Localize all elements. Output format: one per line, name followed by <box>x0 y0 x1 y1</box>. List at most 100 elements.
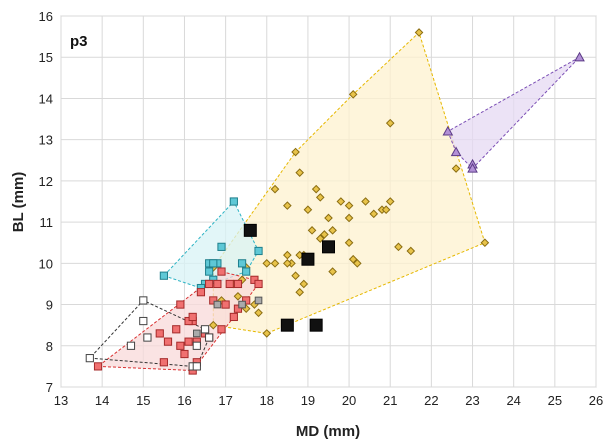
x-tick-label: 26 <box>589 393 603 408</box>
diamond-point <box>344 238 354 248</box>
square-point <box>209 275 218 284</box>
square-point <box>176 300 185 309</box>
square-point <box>233 279 243 289</box>
square-point <box>233 304 243 313</box>
diamond-point <box>299 279 309 289</box>
diamond-point <box>385 197 395 206</box>
diamond-point <box>283 259 292 268</box>
diamond-point <box>315 193 325 202</box>
diamond-point <box>291 271 300 281</box>
hull-polygon <box>96 271 260 372</box>
grey-square-point <box>213 300 222 309</box>
square-point <box>213 279 222 289</box>
x-tick-label: 13 <box>54 393 68 408</box>
diamond-point <box>270 259 280 268</box>
y-tick-label: 8 <box>46 339 53 354</box>
triangle-point <box>442 125 454 136</box>
x-tick-label: 18 <box>260 393 274 408</box>
data-points <box>85 28 585 375</box>
square-point <box>209 296 218 305</box>
square-point <box>217 242 226 251</box>
square-point <box>205 279 214 289</box>
square-point <box>254 246 263 256</box>
diamond-point <box>283 250 292 260</box>
square-point <box>196 288 206 297</box>
square-point <box>225 279 234 289</box>
x-tick-label: 20 <box>342 393 356 408</box>
square-point <box>143 333 152 342</box>
diamond-point <box>353 259 362 268</box>
square-point <box>126 341 136 350</box>
y-tick-label: 12 <box>39 174 53 189</box>
diamond-point <box>295 168 304 177</box>
square-point <box>205 267 214 276</box>
diamond-point <box>480 238 490 248</box>
diamond-point <box>328 267 337 276</box>
grey-square-point <box>254 296 263 305</box>
large-square-point <box>301 252 315 266</box>
x-tick-label: 23 <box>465 393 479 408</box>
diamond-point <box>348 254 358 264</box>
square-point <box>217 325 226 334</box>
square-point <box>159 271 168 280</box>
square-point <box>139 296 148 305</box>
square-point <box>192 362 201 371</box>
large-square-point <box>322 240 335 254</box>
y-tick-label: 9 <box>46 298 53 313</box>
x-tick-label: 24 <box>506 393 520 408</box>
diamond-point <box>217 296 226 305</box>
square-point <box>155 329 164 338</box>
square-point <box>93 362 103 371</box>
diamond-point <box>336 197 346 206</box>
large-square-point <box>309 318 323 332</box>
diamond-point <box>344 213 354 223</box>
square-point <box>250 275 259 284</box>
y-tick-labels: 7 8 9 10 11 12 13 14 15 16 <box>39 9 53 395</box>
square-point <box>184 316 193 326</box>
diamond-point <box>291 147 300 157</box>
square-point <box>159 358 168 367</box>
diamond-point <box>270 184 280 194</box>
diamond-point <box>361 197 370 206</box>
square-point <box>217 267 226 276</box>
diamond-point <box>451 164 461 173</box>
x-tick-labels: 13 14 15 16 17 18 19 20 21 22 23 24 25 26 <box>54 393 603 408</box>
square-point <box>180 349 189 359</box>
diamond-point <box>348 90 358 99</box>
x-tick-label: 25 <box>548 393 562 408</box>
square-point <box>209 259 218 268</box>
diamond-point <box>385 118 395 128</box>
square-point <box>85 354 94 363</box>
square-point <box>200 325 210 334</box>
square-point <box>229 197 238 206</box>
square-point <box>242 296 251 305</box>
x-tick-label: 16 <box>177 393 191 408</box>
x-tick-label: 15 <box>136 393 150 408</box>
diamond-point <box>233 292 243 301</box>
large-square-point <box>280 318 294 332</box>
x-tick-label: 19 <box>301 393 315 408</box>
hull-polygon <box>163 200 260 289</box>
diamond-point <box>208 320 218 330</box>
diamond-point <box>320 230 329 239</box>
x-tick-label: 14 <box>95 393 109 408</box>
diamond-point <box>295 287 304 297</box>
square-point <box>254 279 263 289</box>
square-point <box>184 337 193 346</box>
diamond-point <box>303 205 313 215</box>
diamond-point <box>406 246 416 256</box>
y-tick-label: 7 <box>46 380 53 395</box>
diamond-point <box>283 201 292 210</box>
square-point <box>242 267 251 276</box>
panel-label: p3 <box>70 33 88 50</box>
y-axis-title: BL (mm) <box>10 172 27 233</box>
square-point <box>205 333 214 342</box>
diamond-point <box>254 308 263 318</box>
square-point <box>163 337 173 346</box>
diamond-point <box>369 209 379 219</box>
x-axis-title: MD (mm) <box>296 423 360 440</box>
diamond-point <box>311 184 321 194</box>
square-point <box>176 341 185 350</box>
y-tick-label: 14 <box>39 91 53 106</box>
diamond-point <box>394 242 403 252</box>
